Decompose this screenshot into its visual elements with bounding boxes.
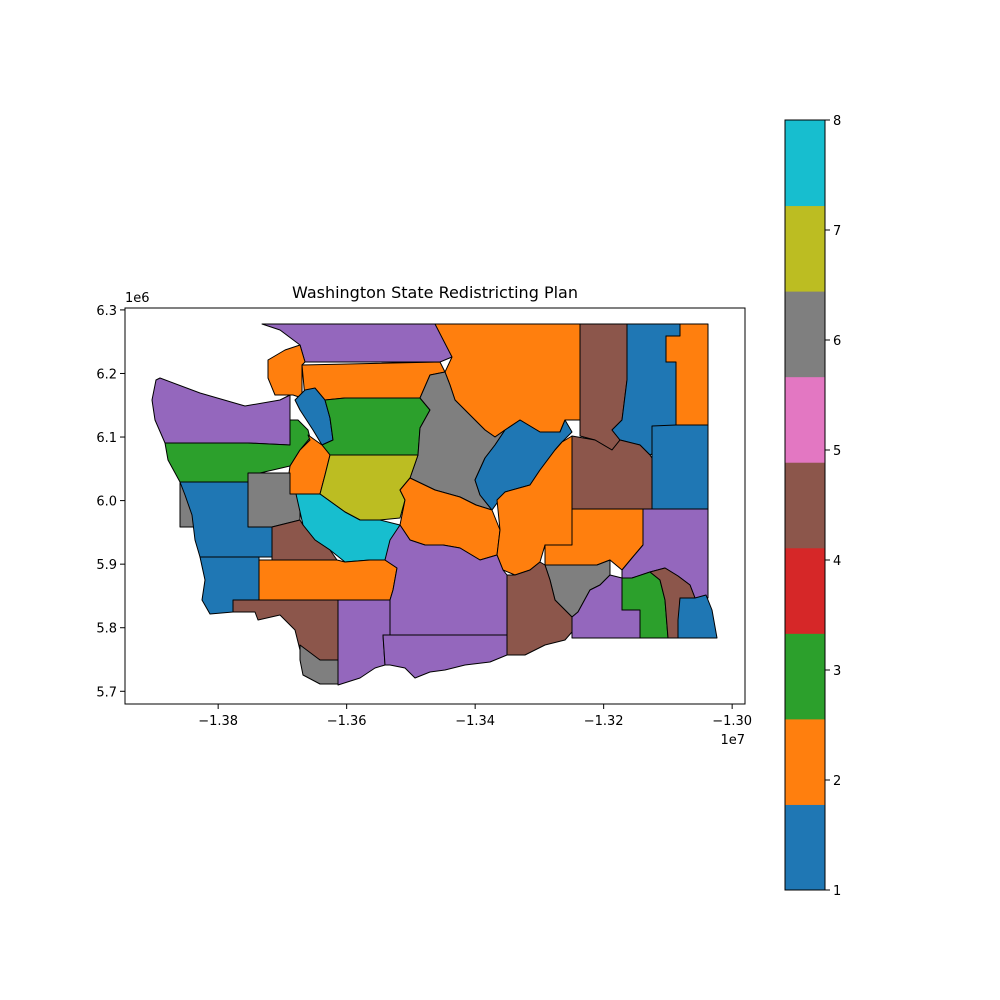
colorbar-tick-label: 8 xyxy=(833,114,841,129)
y-tick-label: 6.1 xyxy=(96,431,117,446)
x-offset-label: 1e7 xyxy=(720,733,745,748)
colorbar-tick-label: 1 xyxy=(833,884,841,899)
colorbar-segment xyxy=(785,376,825,463)
x-axis: −1.38 −1.36 −1.34 −1.32 −1.30 xyxy=(198,704,752,729)
district-region-35 xyxy=(677,594,718,639)
y-tick-label: 6.2 xyxy=(96,367,117,382)
x-tick-label: −1.36 xyxy=(327,714,367,729)
y-tick-label: 6.0 xyxy=(96,495,117,510)
x-tick-label: −1.38 xyxy=(198,714,238,729)
district-region-8 xyxy=(151,377,291,446)
x-tick-label: −1.32 xyxy=(584,714,624,729)
district-region-10 xyxy=(321,397,431,456)
x-tick-label: −1.30 xyxy=(712,714,752,729)
district-region-17 xyxy=(651,424,709,510)
district-region-31 xyxy=(506,561,573,656)
colorbar-tick-label: 2 xyxy=(833,774,841,789)
colorbar-segment xyxy=(785,547,825,634)
colorbar-segment xyxy=(785,718,825,805)
colorbar-frame xyxy=(784,119,826,891)
y-tick-label: 6.3 xyxy=(96,304,117,319)
district-region-29 xyxy=(384,524,508,636)
y-tick-label: 5.7 xyxy=(96,685,117,700)
district-region-36 xyxy=(232,599,341,661)
colorbar-segment xyxy=(785,120,825,207)
colorbar-segment xyxy=(785,633,825,720)
colorbar-tick-label: 4 xyxy=(833,554,841,569)
colorbar-segment xyxy=(785,804,825,891)
colorbar-tick-label: 6 xyxy=(833,334,841,349)
district-region-5 xyxy=(665,323,709,426)
plot-frame xyxy=(124,307,746,705)
y-tick-label: 5.8 xyxy=(96,622,117,637)
chart-title: Washington State Redistricting Plan xyxy=(292,283,578,302)
colorbar: 1 2 3 4 5 6 7 8 xyxy=(784,114,841,899)
district-region-15 xyxy=(319,454,419,521)
colorbar-tick-label: 5 xyxy=(833,444,841,459)
district-region-39 xyxy=(382,634,508,679)
x-tick-label: −1.34 xyxy=(455,714,495,729)
district-region-6 xyxy=(267,344,306,399)
colorbar-segment xyxy=(785,291,825,378)
map-regions xyxy=(151,323,718,686)
y-tick-label: 5.9 xyxy=(96,558,117,573)
colorbar-segment xyxy=(785,462,825,549)
y-offset-label: 1e6 xyxy=(125,291,150,306)
colorbar-segment xyxy=(785,205,825,292)
district-region-38 xyxy=(337,599,391,686)
y-axis: 5.7 5.8 5.9 6.0 6.1 6.2 6.3 xyxy=(96,304,125,700)
colorbar-tick-label: 7 xyxy=(833,224,841,239)
district-region-37 xyxy=(299,644,339,685)
district-region-27 xyxy=(258,559,398,601)
colorbar-tick-label: 3 xyxy=(833,664,841,679)
